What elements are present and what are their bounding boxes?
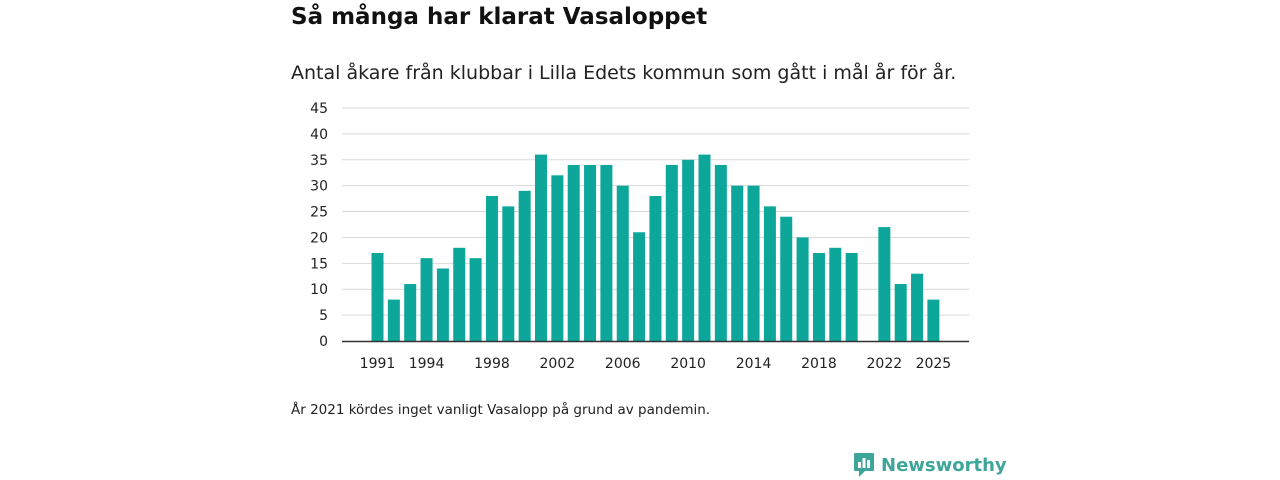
bar-2017	[796, 237, 809, 341]
bar-2006	[616, 185, 629, 341]
bar-1997	[469, 258, 482, 341]
bar-1993	[404, 284, 417, 341]
bar-2013	[731, 185, 744, 341]
bar-2000	[518, 190, 531, 341]
bar-1994	[420, 258, 433, 341]
bar-2025	[927, 299, 940, 341]
bar-2007	[633, 232, 646, 341]
y-tick-label: 15	[310, 256, 328, 272]
x-tick-label: 2022	[867, 356, 903, 372]
x-tick-label: 2025	[916, 356, 952, 372]
y-tick-label: 25	[310, 205, 328, 221]
footnote: År 2021 kördes inget vanligt Vasalopp på…	[291, 402, 711, 418]
x-tick-label: 1991	[360, 356, 396, 372]
y-tick-label: 5	[319, 308, 328, 324]
bar-2001	[535, 154, 547, 341]
y-tick-label: 30	[310, 179, 328, 195]
x-tick-label: 2006	[605, 356, 641, 372]
bar-2002	[551, 175, 564, 341]
bar-2003	[567, 164, 580, 341]
y-tick-label: 20	[310, 230, 328, 246]
bar-1998	[485, 196, 498, 341]
bar-2023	[894, 284, 907, 341]
x-tick-label: 2014	[736, 356, 772, 372]
bar-2015	[763, 206, 776, 341]
bar-2010	[682, 159, 695, 341]
y-tick-label: 35	[310, 153, 328, 169]
bar-2014	[747, 185, 760, 341]
x-axis-labels: 1991 1994 1998 2002 2006 2010 2014 2018 2022 2025	[360, 356, 952, 372]
bar-2018	[812, 252, 825, 341]
bar-2022	[878, 227, 891, 341]
brand-logo: Newsworthy	[853, 452, 1007, 478]
bar-2004	[584, 164, 597, 341]
x-tick-label: 2002	[540, 356, 576, 372]
bar-2009	[665, 164, 678, 341]
bar-2019	[829, 247, 842, 341]
bar-1995	[436, 268, 449, 341]
brand-name: Newsworthy	[881, 454, 1007, 476]
chart-subtitle: Antal åkare från klubbar i Lilla Edets k…	[291, 62, 957, 84]
x-tick-label: 1994	[409, 356, 445, 372]
y-tick-label: 40	[310, 127, 328, 143]
bar-2011	[698, 154, 711, 341]
bars	[371, 154, 940, 341]
bar-2008	[649, 196, 662, 341]
bar-2012	[714, 164, 727, 341]
bar-2005	[600, 164, 613, 341]
chart-title: Så många har klarat Vasaloppet	[291, 4, 708, 30]
y-axis-labels: 0 5 10 15 20 25 30 35 40 45	[310, 101, 328, 350]
bar-1992	[387, 299, 400, 341]
y-tick-label: 0	[319, 334, 328, 350]
x-tick-label: 2010	[670, 356, 706, 372]
y-tick-label: 10	[310, 282, 328, 298]
bar-1996	[453, 247, 466, 341]
y-tick-label: 45	[310, 101, 328, 117]
x-tick-label: 1998	[474, 356, 510, 372]
newsworthy-logo-icon	[854, 453, 874, 477]
bar-2016	[780, 216, 793, 341]
x-tick-label: 2018	[801, 356, 837, 372]
bar-1999	[502, 206, 515, 341]
bar-2020	[845, 252, 858, 341]
bar-2024	[911, 273, 924, 341]
bar-1991	[371, 252, 384, 341]
